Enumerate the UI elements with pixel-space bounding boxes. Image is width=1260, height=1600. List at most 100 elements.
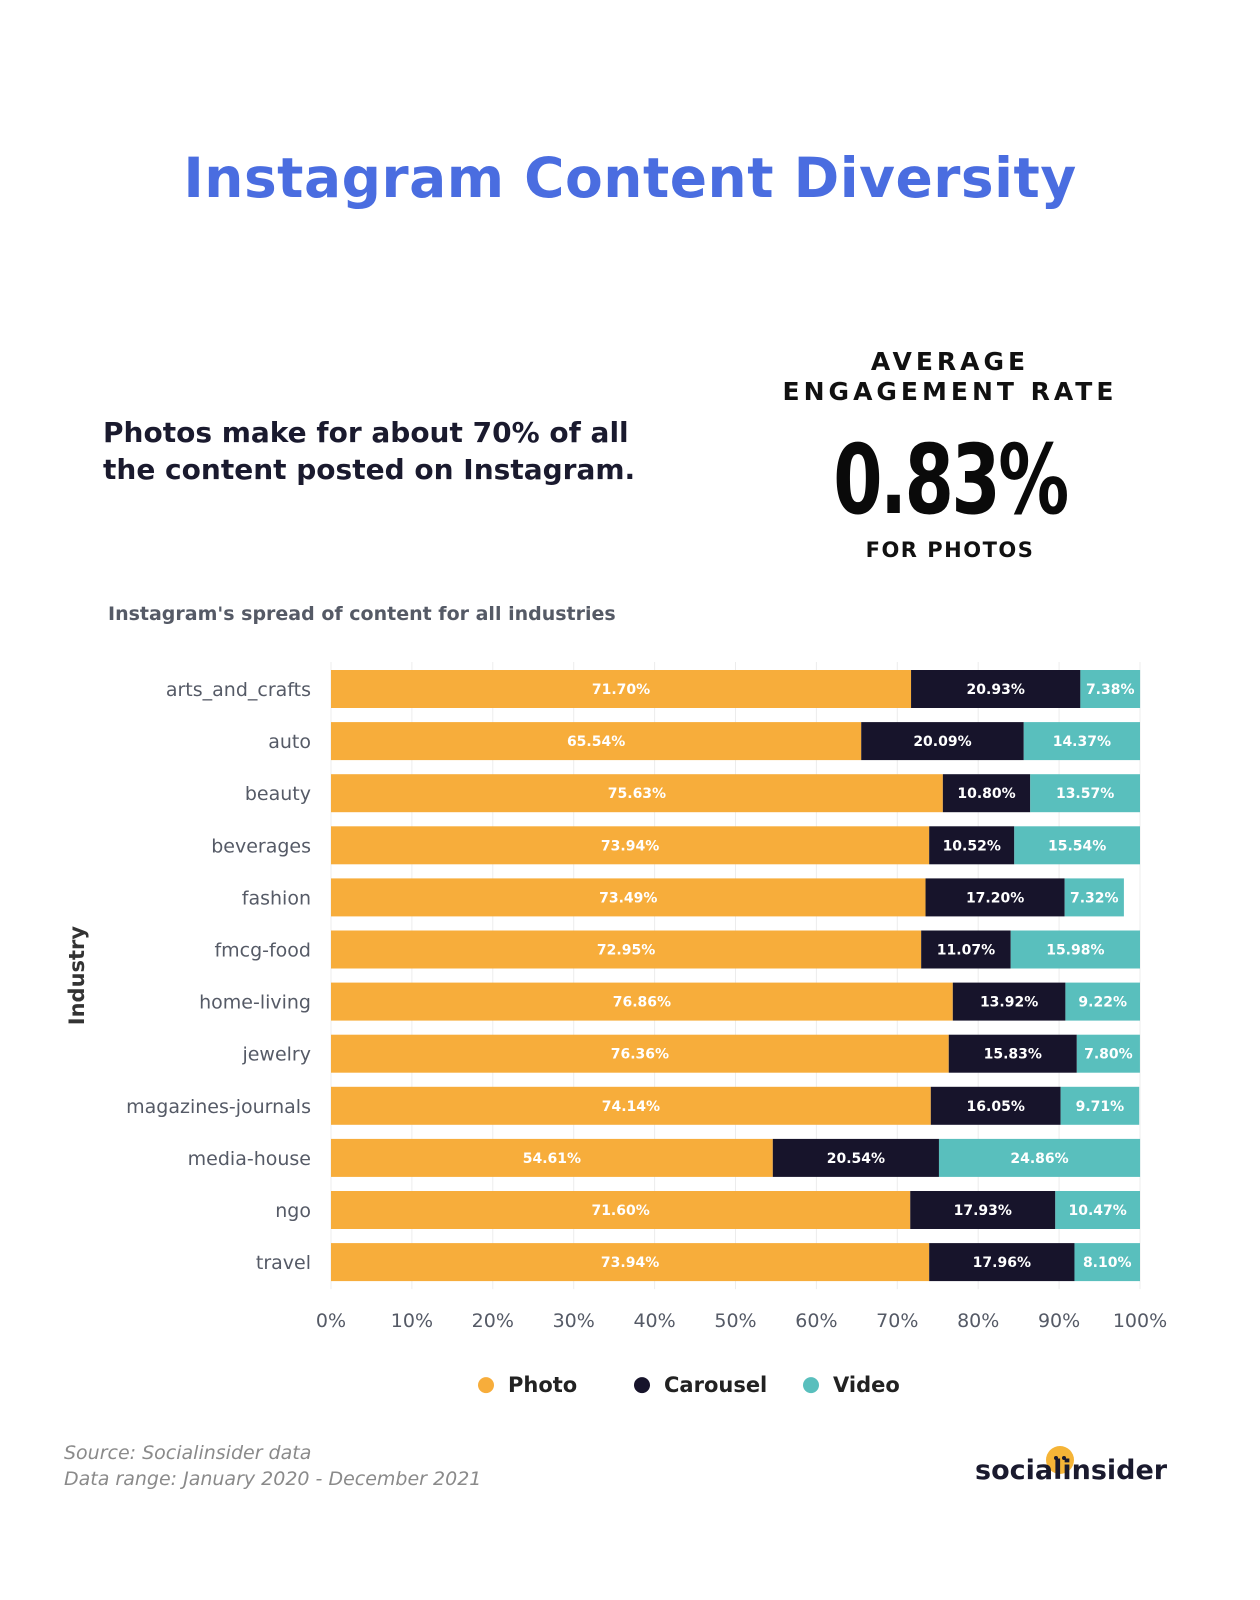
data-label: 7.80%	[1084, 1047, 1133, 1063]
bar-photo	[331, 982, 953, 1021]
bar-video	[1076, 1034, 1140, 1073]
data-label: 17.93%	[954, 1203, 1012, 1219]
bar-photo	[331, 1138, 773, 1177]
bar-video	[1074, 1243, 1140, 1282]
stacked-bar-chart: arts_and_crafts 71.70% 20.93% 7.38% auto 65.5…	[65, 662, 1167, 1397]
data-label: 15.83%	[984, 1047, 1042, 1063]
x-tick-label: 10%	[391, 1310, 433, 1332]
bar-carousel	[911, 670, 1081, 708]
data-label: 20.09%	[913, 734, 971, 750]
legend-label-carousel: Carousel	[664, 1373, 767, 1397]
data-label: 24.86%	[1010, 1151, 1068, 1167]
bar-carousel	[925, 878, 1065, 917]
bar-photo	[331, 1086, 931, 1125]
bar-photo	[331, 670, 912, 708]
bar-video	[1030, 774, 1140, 813]
x-tick-label: 100%	[1113, 1310, 1167, 1332]
data-label: 15.98%	[1046, 943, 1104, 959]
range-text: Data range: January 2020 - December 2021	[64, 1468, 482, 1490]
data-label: 73.94%	[601, 1255, 659, 1271]
bar-photo	[331, 878, 926, 917]
data-label: 17.96%	[973, 1255, 1031, 1271]
bar-photo	[331, 930, 922, 969]
data-label: 9.22%	[1078, 995, 1127, 1011]
legend-marker-carousel	[634, 1377, 650, 1394]
bar-photo	[331, 722, 862, 761]
bar-video	[1023, 722, 1140, 761]
category-label: media-house	[188, 1148, 311, 1170]
category-label: fashion	[242, 887, 311, 909]
data-label: 71.70%	[592, 682, 650, 698]
legend-label-video: Video	[833, 1373, 900, 1397]
bar-carousel	[929, 1243, 1075, 1282]
bar-photo	[331, 1034, 949, 1073]
data-label: 8.10%	[1083, 1255, 1132, 1271]
x-tick-label: 20%	[472, 1310, 514, 1332]
category-label: fmcg-food	[214, 940, 311, 962]
category-label: home-living	[199, 992, 311, 1014]
data-label: 10.80%	[957, 786, 1015, 802]
chart-subtitle: Instagram's spread of content for all in…	[108, 603, 616, 625]
metric-label: AVERAGE ENGAGEMENT RATE	[760, 347, 1140, 407]
bar-carousel	[772, 1138, 939, 1177]
metric-value: 0.83%	[833, 424, 1069, 536]
x-tick-label: 30%	[553, 1310, 595, 1332]
bar-carousel	[929, 826, 1015, 865]
category-label: beverages	[211, 835, 311, 857]
data-label: 71.60%	[591, 1203, 649, 1219]
legend-marker-video	[803, 1377, 819, 1394]
bar-carousel	[952, 982, 1066, 1021]
data-label: 10.52%	[943, 838, 1001, 854]
data-label: 73.49%	[599, 890, 657, 906]
bar-photo	[331, 1243, 930, 1282]
bar-carousel	[948, 1034, 1077, 1073]
bar-video	[1055, 1191, 1140, 1229]
metric-label-line2: ENGAGEMENT RATE	[782, 377, 1118, 406]
brand-logo: socialinsider	[975, 1455, 1168, 1486]
data-label: 76.36%	[611, 1047, 669, 1063]
bar-carousel	[921, 930, 1011, 969]
bar-photo	[331, 774, 943, 813]
category-label: magazines-journals	[126, 1096, 311, 1118]
data-label: 72.95%	[597, 943, 655, 959]
footer: Source: Socialinsider data Data range: J…	[64, 1440, 481, 1492]
bar-video	[1065, 982, 1140, 1021]
bar-photo	[331, 826, 930, 865]
bar-video	[1060, 1086, 1140, 1125]
data-label: 15.54%	[1048, 838, 1106, 854]
data-label: 73.94%	[601, 838, 659, 854]
data-label: 7.38%	[1086, 682, 1135, 698]
bar-carousel	[930, 1086, 1061, 1125]
data-label: 11.07%	[937, 943, 995, 959]
data-label: 9.71%	[1076, 1099, 1125, 1115]
x-tick-label: 50%	[714, 1310, 756, 1332]
data-label: 13.57%	[1056, 786, 1114, 802]
smile-dot-icon	[1046, 1446, 1074, 1474]
category-label: jewelry	[241, 1044, 311, 1066]
x-tick-label: 70%	[876, 1310, 918, 1332]
category-label: ngo	[275, 1200, 311, 1222]
bar-carousel	[942, 774, 1031, 813]
page-title: Instagram Content Diversity	[183, 146, 1077, 210]
x-tick-label: 80%	[957, 1310, 999, 1332]
metric-label-line1: AVERAGE	[870, 347, 1030, 376]
y-axis-title: Industry	[65, 926, 89, 1026]
legend-marker-photo	[478, 1377, 494, 1394]
data-label: 14.37%	[1053, 734, 1111, 750]
legend-label-photo: Photo	[508, 1373, 577, 1397]
x-tick-label: 40%	[633, 1310, 675, 1332]
category-label: travel	[256, 1252, 311, 1274]
bar-video	[1080, 670, 1141, 708]
data-label: 17.20%	[966, 890, 1024, 906]
data-label: 74.14%	[602, 1099, 660, 1115]
data-label: 20.93%	[967, 682, 1025, 698]
x-tick-label: 90%	[1038, 1310, 1080, 1332]
data-label: 65.54%	[567, 734, 625, 750]
bar-carousel	[861, 722, 1024, 761]
x-tick-label: 0%	[316, 1310, 346, 1332]
data-label: 10.47%	[1068, 1203, 1126, 1219]
category-label: arts_and_crafts	[166, 679, 311, 701]
bar-video	[1010, 930, 1140, 969]
bar-video	[1014, 826, 1140, 865]
data-label: 76.86%	[613, 995, 671, 1011]
